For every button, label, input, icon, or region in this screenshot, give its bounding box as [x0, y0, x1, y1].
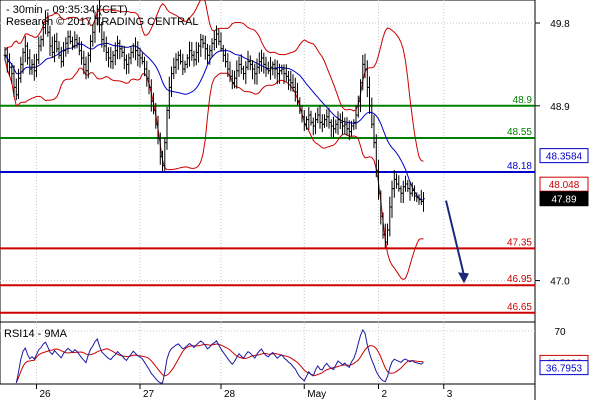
- chart-header-line2: Research © 2017 TRADING CENTRAL: [6, 16, 199, 28]
- levels: 48.9 48.55 48.18 47.35 46.95 46.65: [0, 95, 535, 314]
- time-tick-label: 28: [224, 389, 236, 400]
- price-tick-label: 48.9: [550, 102, 570, 113]
- value-badge-box: [539, 176, 589, 192]
- rsi-ma-line: [15, 343, 424, 384]
- level-label: 48.9: [513, 95, 533, 106]
- level-label: 48.18: [507, 161, 532, 172]
- bollinger-lower-line: [4, 59, 424, 281]
- axis-labels: 49.8 48.9 47.0 70 26 27 28 May 2 3: [36, 19, 570, 400]
- rsi-tick-label: 70: [554, 327, 566, 338]
- level-label: 46.65: [507, 302, 532, 313]
- rsi-line: [15, 328, 424, 384]
- chart-header: - 30min - 09:35:34 (CET) Research © 2017…: [6, 4, 199, 28]
- time-tick-label: May: [307, 389, 326, 400]
- forecast-arrowhead: [458, 272, 469, 284]
- rsi-lines: [15, 328, 424, 384]
- price-bars: [3, 0, 469, 284]
- time-tick-label: 2: [382, 389, 388, 400]
- level-label: 46.95: [507, 274, 532, 285]
- value-badge-label: 47.89: [551, 195, 576, 206]
- price-bar: [422, 192, 425, 212]
- rsi-panel-title: RSI14 - 9MA: [4, 328, 68, 340]
- level-label: 48.55: [507, 127, 532, 138]
- time-tick-label: 26: [40, 389, 52, 400]
- price-tick-label: 49.8: [550, 19, 570, 30]
- price-tick-label: 47.0: [550, 277, 570, 288]
- value-badge-box: [539, 360, 589, 376]
- time-tick-label: 3: [447, 389, 453, 400]
- value-badge-box: [539, 148, 589, 164]
- value-badge-label: 48.3584: [546, 152, 583, 163]
- value-badge-label: 48.048: [549, 180, 580, 191]
- level-label: 47.35: [507, 237, 532, 248]
- value-badge-label: 36.7953: [546, 364, 583, 375]
- value-badge-box: [539, 191, 589, 207]
- forecast-arrow-shaft: [445, 200, 465, 276]
- time-tick-label: 27: [143, 389, 155, 400]
- chart-header-line1: - 30min - 09:35:34 (CET): [6, 4, 128, 16]
